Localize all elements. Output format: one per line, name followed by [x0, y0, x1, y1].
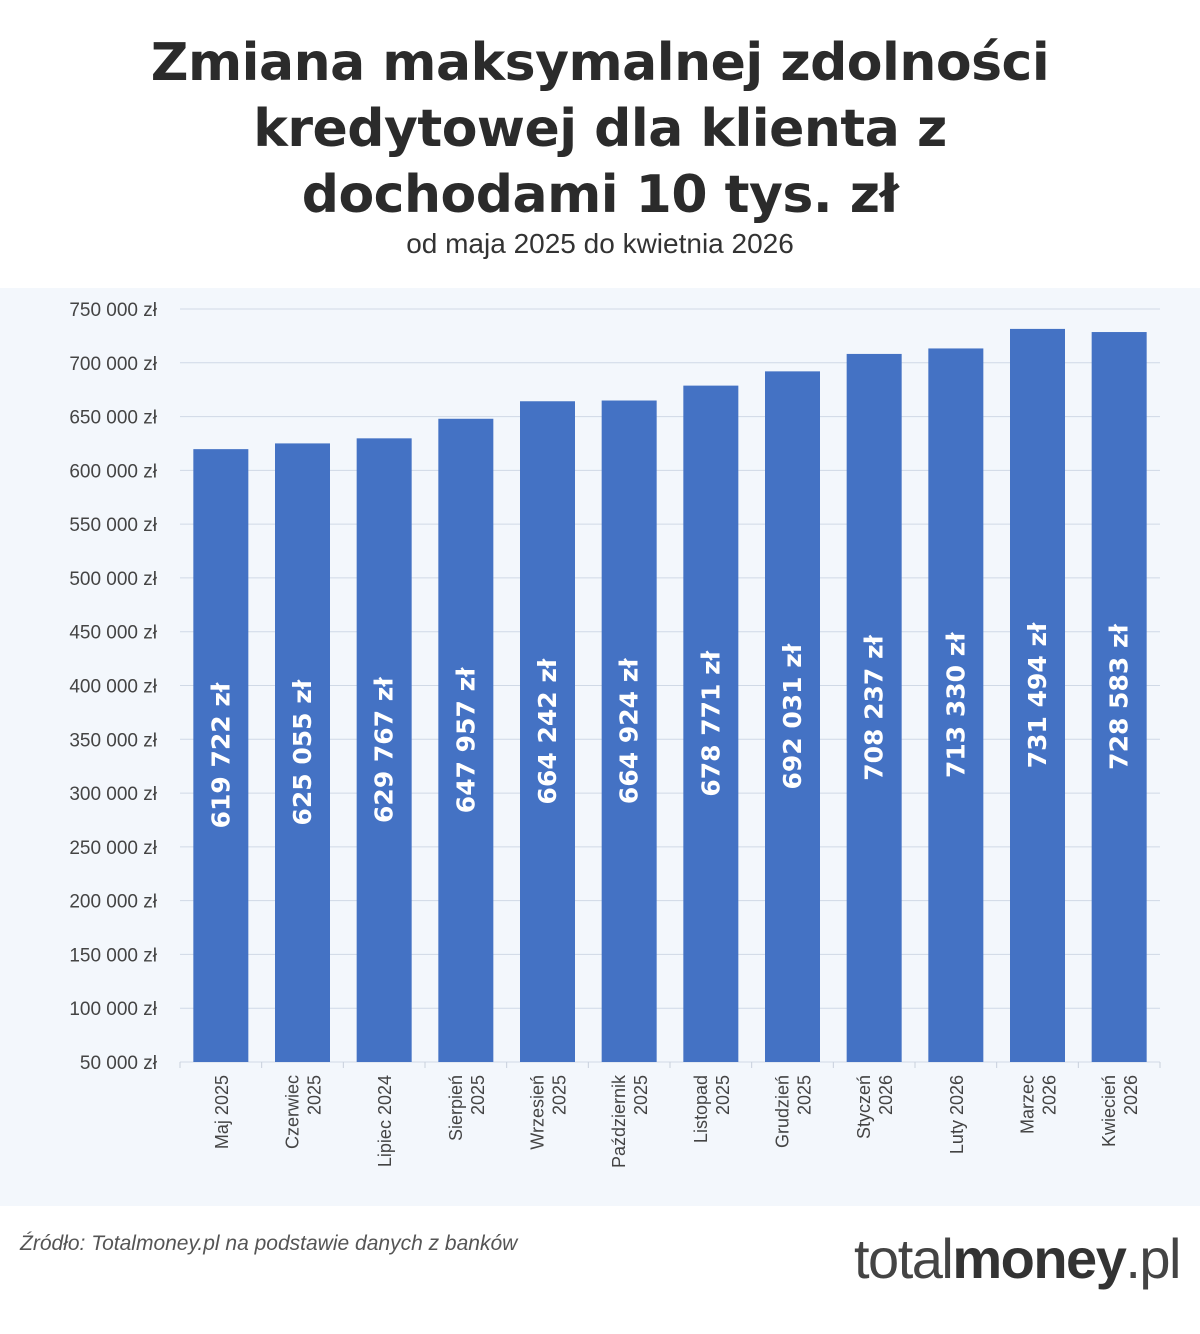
- x-tick-label-line: 2025: [631, 1075, 651, 1115]
- bar: [1091, 332, 1147, 1062]
- y-tick-label: 250 000 zł: [69, 838, 157, 859]
- data-label: 731 494 zł: [1023, 622, 1052, 768]
- bar: [275, 443, 330, 1062]
- data-label: 664 924 zł: [615, 658, 644, 804]
- totalmoney-logo: totalmoney.pl: [853, 1226, 1182, 1291]
- x-tick-label-line: 2025: [713, 1075, 733, 1115]
- bar: [928, 348, 984, 1063]
- x-tick-label-line: Kwiecień: [1099, 1075, 1119, 1147]
- x-tick-label: Październik 2025: [609, 1074, 651, 1168]
- data-label: 692 031 zł: [778, 643, 807, 789]
- x-tick-label: Maj 2025: [212, 1075, 232, 1149]
- x-tick-label-line: 2025: [305, 1075, 325, 1115]
- x-tick-label: Wrzesień 2025: [528, 1075, 570, 1150]
- data-label: 647 957 zł: [451, 667, 480, 813]
- data-label: 664 242 zł: [533, 658, 562, 804]
- x-tick-label-line: Czerwiec: [283, 1075, 303, 1149]
- data-label: 708 237 zł: [860, 634, 889, 780]
- bar: [356, 438, 412, 1062]
- title-line: kredytowej dla klienta z: [253, 99, 947, 159]
- x-tick-label-line: Grudzień: [773, 1075, 793, 1148]
- x-tick-label-line: Luty 2026: [947, 1075, 967, 1154]
- x-tick-label-line: Maj 2025: [212, 1075, 232, 1149]
- y-tick-label: 500 000 zł: [69, 569, 157, 590]
- title-line: dochodami 10 tys. zł: [301, 165, 899, 225]
- bar: [846, 353, 902, 1062]
- bar: [683, 385, 739, 1062]
- x-tick-label-line: 2026: [1040, 1075, 1060, 1115]
- title-line: Zmiana maksymalnej zdolności: [150, 33, 1050, 93]
- x-tick-label: Styczeń 2026: [854, 1075, 896, 1139]
- y-tick-label: 50 000 zł: [80, 1053, 158, 1074]
- data-label: 629 767 zł: [370, 677, 399, 823]
- x-tick-label-line: Sierpień: [446, 1075, 466, 1141]
- bar: [765, 371, 820, 1062]
- x-tick-label-line: 2025: [468, 1075, 488, 1115]
- x-tick-label: Sierpień 2025: [446, 1075, 488, 1141]
- x-tick-label: Grudzień 2025: [773, 1075, 815, 1148]
- x-tick-label-line: Listopad: [691, 1075, 711, 1143]
- y-tick-label: 750 000 zł: [69, 300, 157, 321]
- x-tick-label: Lipiec 2024: [375, 1075, 395, 1167]
- logo-part: money: [952, 1227, 1127, 1290]
- x-tick-label-line: Styczeń: [854, 1075, 874, 1139]
- bar: [520, 401, 575, 1062]
- y-tick-label: 200 000 zł: [69, 892, 157, 913]
- chart-title: Zmiana maksymalnej zdolności kredytowej …: [0, 30, 1200, 228]
- y-tick-label: 400 000 zł: [69, 677, 157, 698]
- bar: [1010, 328, 1065, 1062]
- data-label: 625 055 zł: [288, 679, 317, 825]
- data-label: 619 722 zł: [206, 682, 235, 828]
- x-tick-label-line: 2026: [876, 1075, 896, 1115]
- x-tick-label-line: Wrzesień: [528, 1075, 548, 1150]
- x-tick-label-line: 2026: [1121, 1075, 1141, 1115]
- bar: [601, 400, 657, 1062]
- x-tick-label-line: Marzec: [1018, 1075, 1038, 1134]
- logo-part: .pl: [1125, 1227, 1181, 1290]
- y-tick-label: 700 000 zł: [69, 354, 157, 375]
- y-tick-label: 100 000 zł: [69, 999, 157, 1020]
- bar-chart: 50 000 zł 100 000 zł 150 000 zł 200 000 zł 2…: [69, 300, 1161, 1168]
- chart-panel: 50 000 zł 100 000 zł 150 000 zł 200 000 zł 2…: [0, 288, 1200, 1206]
- bar: [193, 449, 249, 1062]
- data-label: 678 771 zł: [696, 650, 725, 796]
- x-tick-label-line: Lipiec 2024: [375, 1075, 395, 1167]
- y-tick-label: 300 000 zł: [69, 784, 157, 805]
- data-label: 713 330 zł: [941, 632, 970, 778]
- x-tick-label: Listopad 2025: [691, 1075, 733, 1143]
- y-tick-label: 150 000 zł: [69, 945, 157, 966]
- y-tick-label: 650 000 zł: [69, 408, 157, 429]
- bar: [438, 418, 494, 1062]
- x-tick-label: Luty 2026: [947, 1075, 967, 1154]
- chart-subtitle: od maja 2025 do kwietnia 2026: [406, 228, 794, 259]
- x-tick-label-line: Październik: [609, 1074, 629, 1168]
- y-tick-label: 350 000 zł: [69, 730, 157, 751]
- x-tick-label: Marzec 2026: [1018, 1075, 1060, 1134]
- y-tick-label: 550 000 zł: [69, 515, 157, 536]
- logo-part: total: [853, 1227, 954, 1290]
- x-tick-label-line: 2025: [550, 1075, 570, 1115]
- y-tick-label: 450 000 zł: [69, 623, 157, 644]
- data-label: 728 583 zł: [1105, 623, 1134, 769]
- y-tick-label: 600 000 zł: [69, 461, 157, 482]
- source-note: Źródło: Totalmoney.pl na podstawie danyc…: [20, 1232, 518, 1255]
- x-tick-label: Czerwiec 2025: [283, 1075, 325, 1149]
- x-tick-label: Kwiecień 2026: [1099, 1075, 1141, 1147]
- x-tick-label-line: 2025: [795, 1075, 815, 1115]
